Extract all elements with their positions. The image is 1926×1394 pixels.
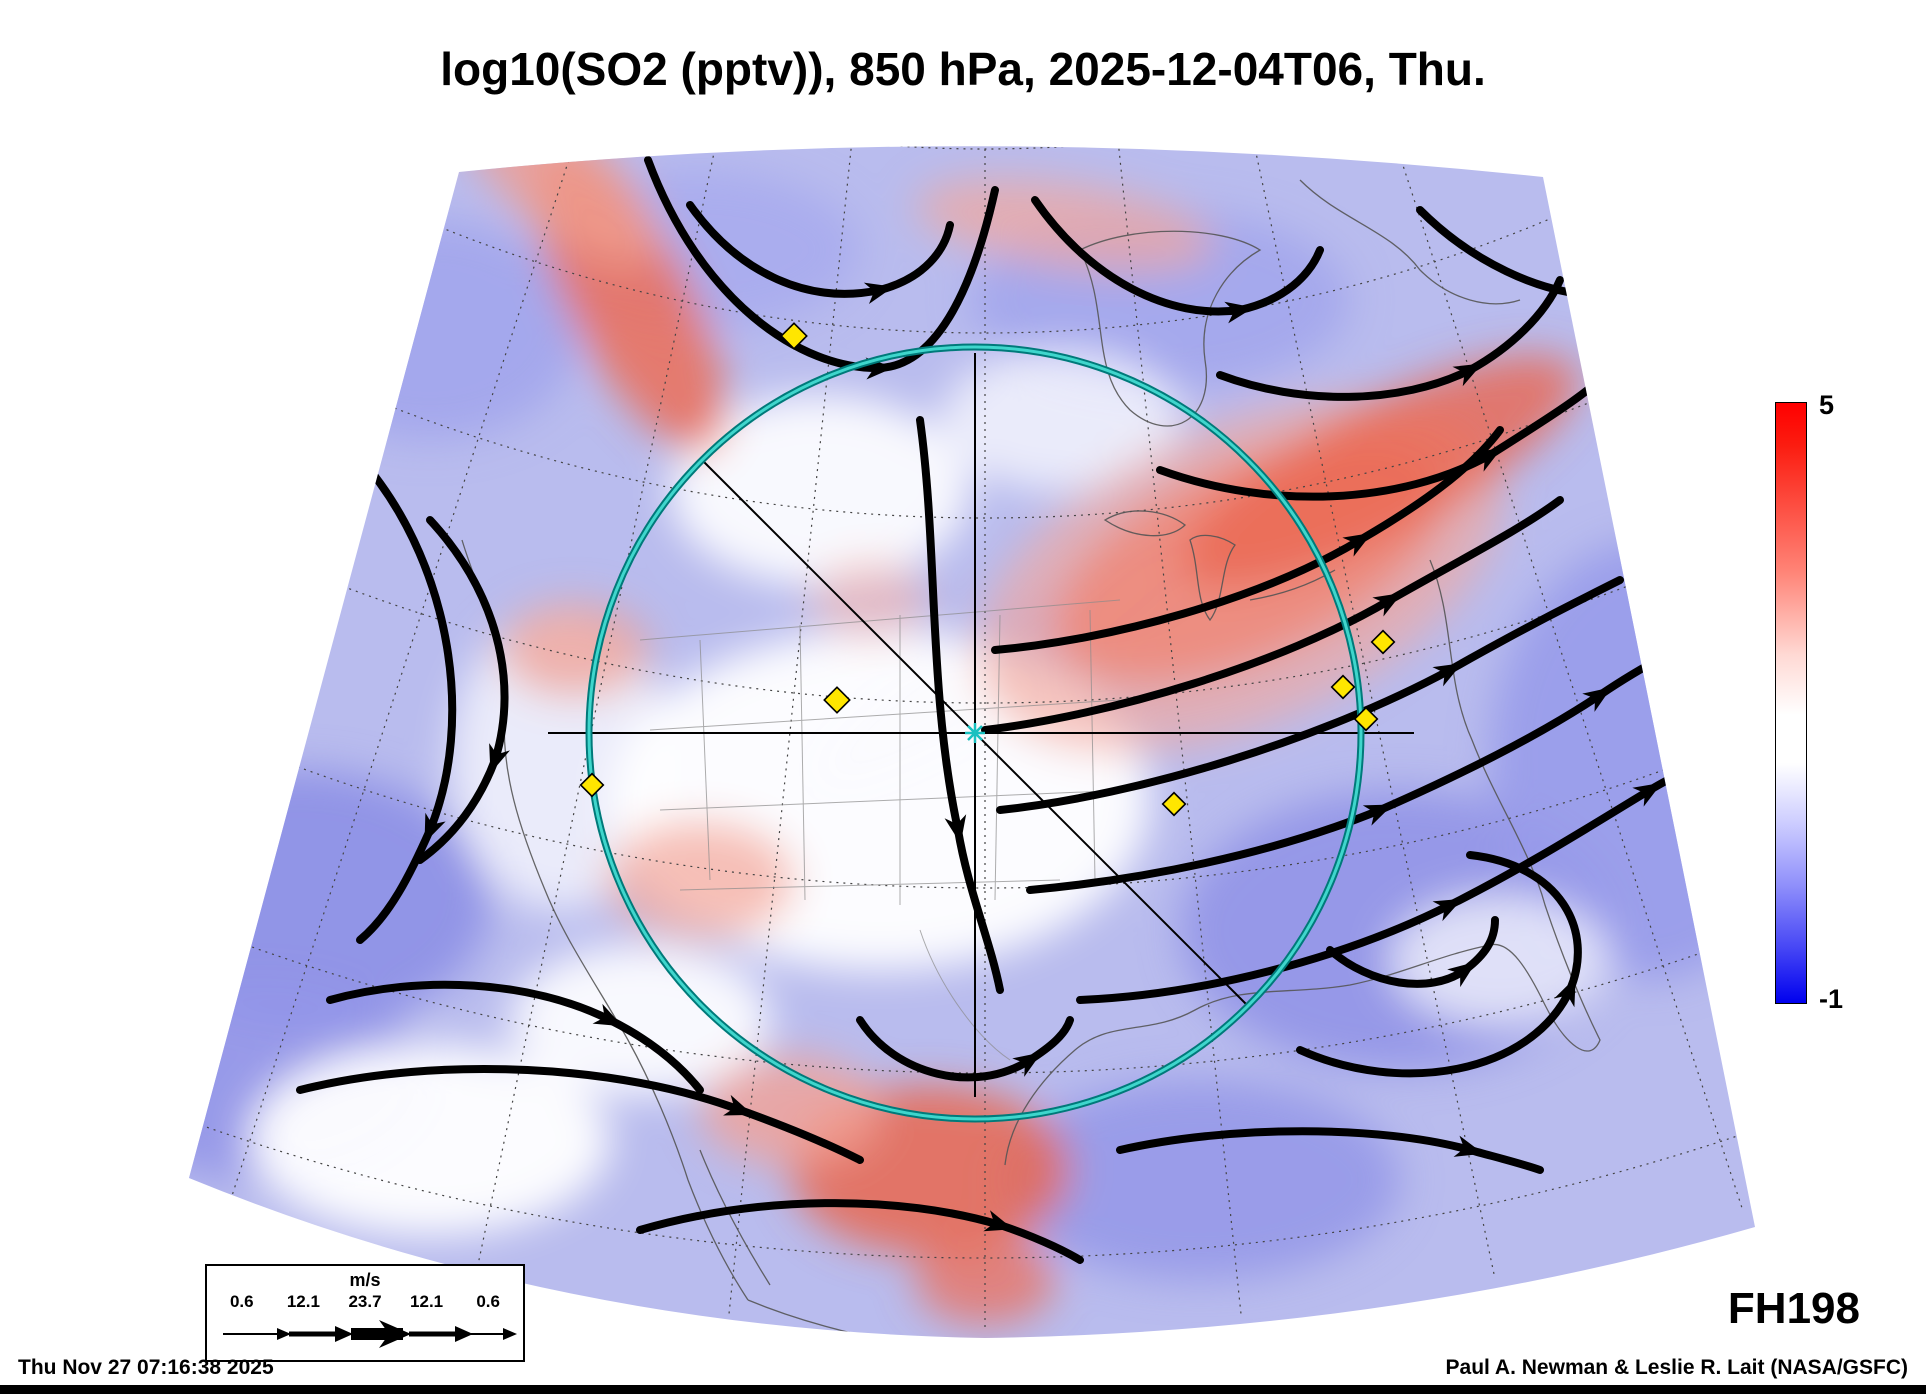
site-marker-icon — [1370, 629, 1396, 655]
wind-legend-value: 12.1 — [286, 1292, 320, 1311]
graticule — [189, 146, 1755, 1328]
colorbar-gradient — [1775, 402, 1807, 1004]
site-marker-icon — [823, 686, 851, 714]
page-title: log10(SO2 (pptv)), 850 hPa, 2025-12-04T0… — [440, 43, 1486, 95]
site-markers — [579, 322, 1396, 817]
site-marker-icon — [1161, 791, 1187, 817]
site-marker-icon — [579, 772, 605, 798]
colorbar-max-label: 5 — [1819, 390, 1835, 420]
wind-scale-arrow-icon — [223, 1320, 517, 1348]
wind-legend-unit: m/s — [349, 1270, 381, 1290]
generation-timestamp: Thu Nov 27 07:16:38 2025 — [18, 1356, 274, 1379]
state-borders — [639, 599, 1131, 1061]
wind-legend-value: 0.6 — [476, 1292, 500, 1311]
site-marker-icon — [1353, 706, 1379, 732]
wind-legend-value: 23.7 — [348, 1292, 382, 1311]
colorbar-min-label: -1 — [1819, 984, 1844, 1014]
colorbar: 5 -1 — [1775, 390, 1865, 1036]
forecast-hour-label: FH198 — [1727, 1284, 1860, 1333]
credit-text: Paul A. Newman & Leslie R. Lait (NASA/GS… — [1445, 1356, 1908, 1379]
wind-legend-value: 0.6 — [229, 1292, 254, 1311]
wind-speed-legend: m/s 0.6 12.1 23.7 12.1 0.6 — [205, 1264, 525, 1362]
wind-streamlines — [296, 156, 1724, 1264]
bottom-border-bar — [0, 1385, 1926, 1394]
center-marker-icon — [965, 723, 985, 743]
site-marker-icon — [780, 322, 808, 350]
so2-color-field — [189, 146, 1755, 1338]
wind-legend-values: 0.6 12.1 23.7 12.1 0.6 — [211, 1292, 519, 1312]
site-marker-icon — [1330, 674, 1356, 700]
range-circle — [585, 343, 1365, 1123]
wind-legend-value: 12.1 — [410, 1292, 444, 1311]
